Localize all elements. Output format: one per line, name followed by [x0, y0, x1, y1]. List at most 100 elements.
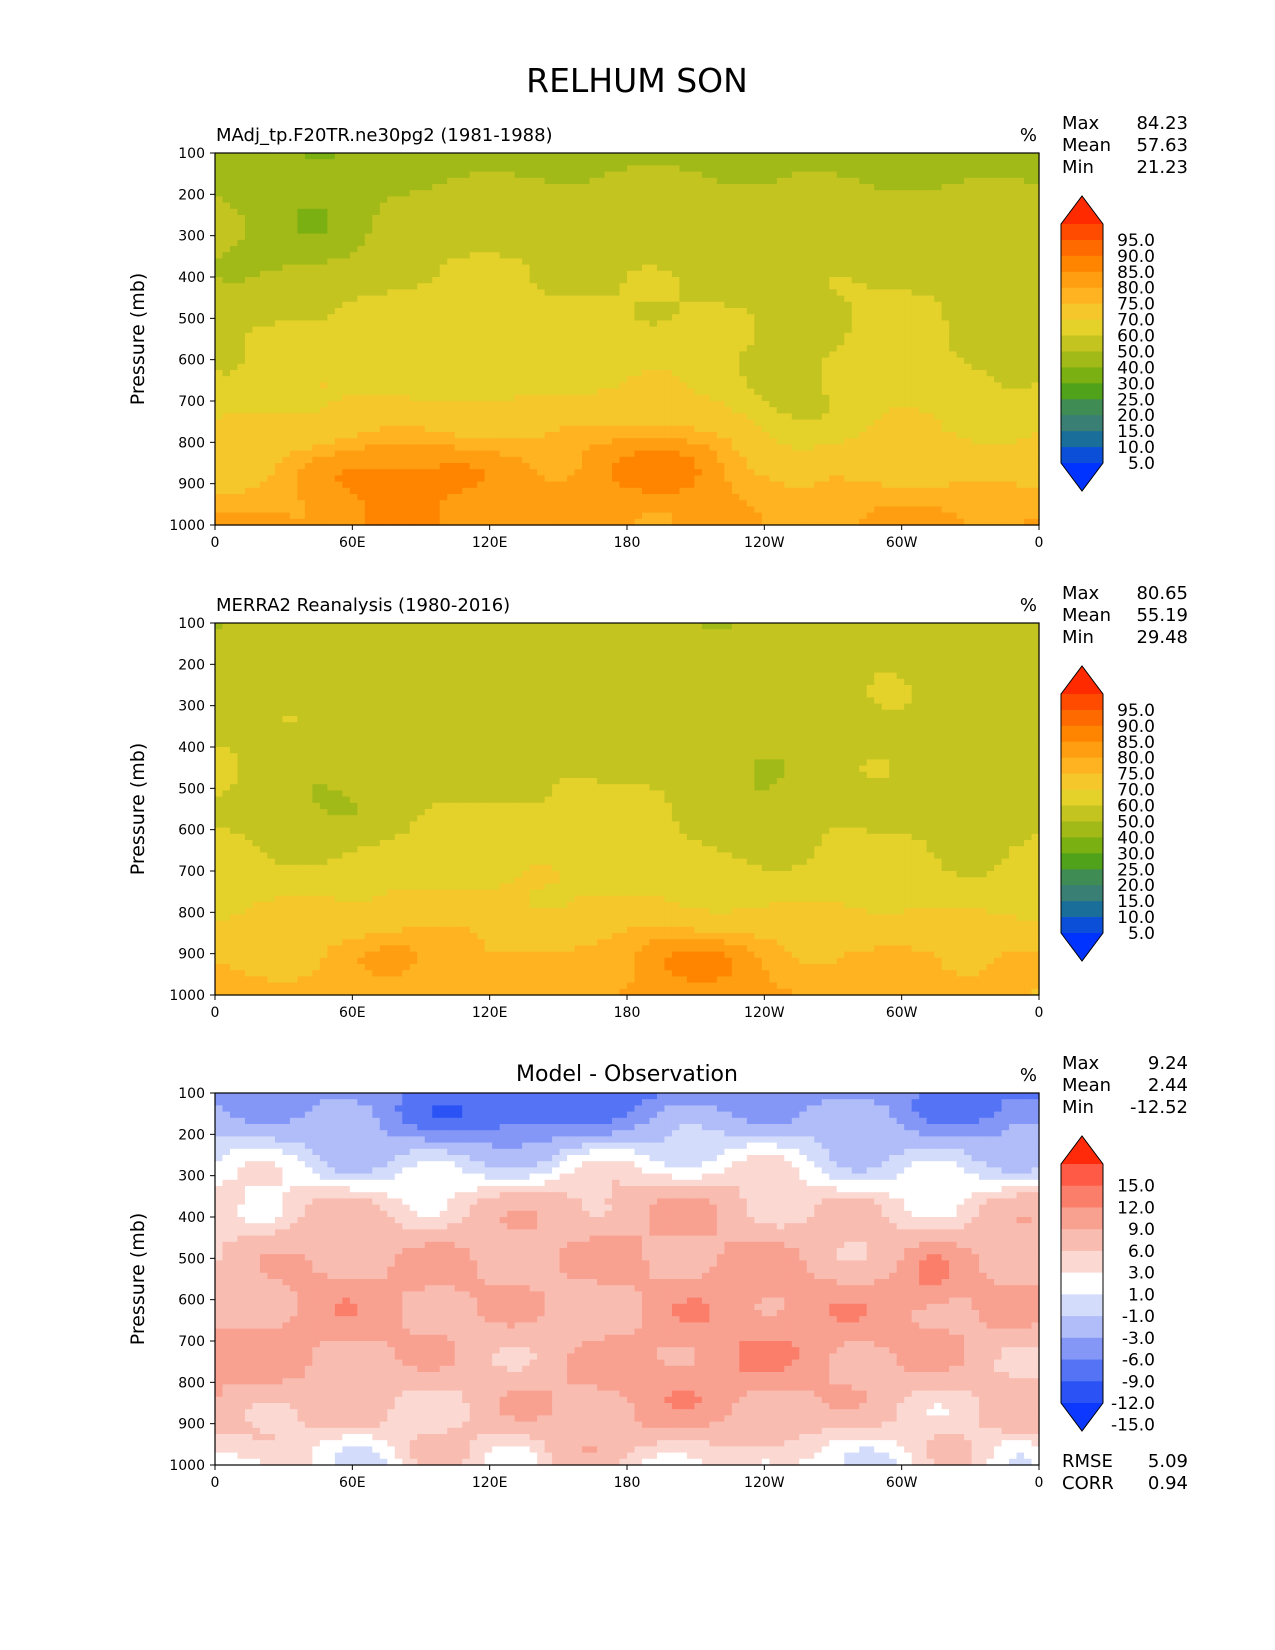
field-cell	[432, 208, 441, 216]
field-cell	[964, 196, 973, 204]
field-cell	[424, 159, 433, 166]
field-cell	[589, 388, 598, 396]
field-cell	[814, 332, 823, 340]
field-cell	[582, 202, 591, 210]
field-cell	[402, 264, 411, 272]
field-cell	[701, 208, 710, 216]
field-cell	[701, 320, 710, 328]
field-cell	[567, 419, 576, 427]
field-cell	[971, 295, 980, 303]
field-cell	[349, 363, 358, 371]
field-cell	[477, 419, 486, 427]
field-cell	[671, 320, 681, 328]
field-cell	[417, 283, 426, 290]
field-cell	[701, 339, 710, 346]
field-cell	[934, 246, 943, 253]
field-cell	[1009, 326, 1018, 334]
field-cell	[731, 208, 740, 216]
field-cell	[919, 425, 928, 433]
field-cell	[664, 258, 673, 266]
field-cell	[851, 233, 860, 241]
field-cell	[866, 165, 875, 173]
field-cell	[417, 270, 426, 278]
field-cell	[379, 184, 388, 191]
field-cell	[627, 153, 636, 160]
field-cell	[911, 270, 920, 278]
field-cell	[544, 252, 553, 259]
field-cell	[409, 370, 418, 377]
field-cell	[507, 264, 516, 272]
field-cell	[364, 401, 373, 408]
field-cell	[282, 283, 291, 290]
field-cell	[597, 283, 606, 290]
field-cell	[776, 326, 785, 334]
field-cell	[956, 208, 965, 216]
field-cell	[926, 382, 935, 390]
field-cell	[604, 208, 613, 216]
field-cell	[679, 339, 688, 346]
field-cell	[372, 252, 381, 259]
field-cell	[851, 388, 860, 396]
field-cell	[881, 177, 890, 185]
field-cell	[552, 407, 561, 414]
field-cell	[926, 357, 935, 365]
field-cell	[859, 196, 868, 204]
field-cell	[799, 215, 808, 222]
field-cell	[964, 357, 973, 365]
field-cell	[357, 202, 366, 210]
field-cell	[327, 208, 336, 216]
field-cell	[731, 351, 740, 359]
field-cell	[559, 239, 568, 247]
field-cell	[979, 320, 988, 328]
field-cell	[821, 308, 830, 315]
field-cell	[934, 270, 943, 278]
field-cell	[364, 246, 373, 253]
field-cell	[896, 246, 905, 253]
field-cell	[1001, 314, 1010, 321]
field-cell	[597, 345, 606, 352]
field-cell	[836, 208, 845, 216]
field-cell	[994, 289, 1003, 297]
field-cell	[806, 177, 815, 185]
field-cell	[432, 159, 441, 166]
field-cell	[424, 177, 433, 185]
field-cell	[694, 308, 703, 315]
field-cell	[215, 239, 224, 247]
field-cell	[874, 320, 883, 328]
field-cell	[724, 277, 733, 284]
field-cell	[567, 382, 576, 390]
field-cell	[244, 357, 254, 365]
field-cell	[409, 153, 418, 160]
field-cell	[252, 413, 261, 421]
field-cell	[641, 190, 651, 197]
field-cell	[342, 190, 351, 197]
field-cell	[716, 394, 725, 402]
field-cell	[237, 252, 246, 259]
field-cell	[244, 401, 254, 408]
field-cell	[769, 258, 778, 266]
field-cell	[379, 289, 388, 297]
field-cell	[469, 221, 478, 228]
field-cell	[634, 370, 643, 377]
field-cell	[567, 413, 576, 421]
field-cell	[799, 413, 808, 421]
field-cell	[641, 165, 651, 173]
field-cell	[1031, 246, 1040, 253]
field-cell	[215, 159, 224, 166]
field-cell	[237, 339, 246, 346]
field-cell	[709, 177, 718, 185]
field-cell	[244, 227, 254, 235]
field-cell	[634, 165, 643, 173]
field-cell	[874, 345, 883, 352]
field-cell	[731, 283, 740, 290]
field-cell	[462, 227, 471, 235]
field-cell	[222, 165, 231, 173]
field-cell	[259, 425, 269, 433]
field-cell	[881, 301, 890, 309]
field-cell	[739, 357, 748, 365]
field-cell	[949, 153, 958, 160]
field-cell	[904, 425, 913, 433]
field-cell	[357, 177, 366, 185]
field-cell	[761, 357, 770, 365]
field-cell	[874, 332, 883, 340]
